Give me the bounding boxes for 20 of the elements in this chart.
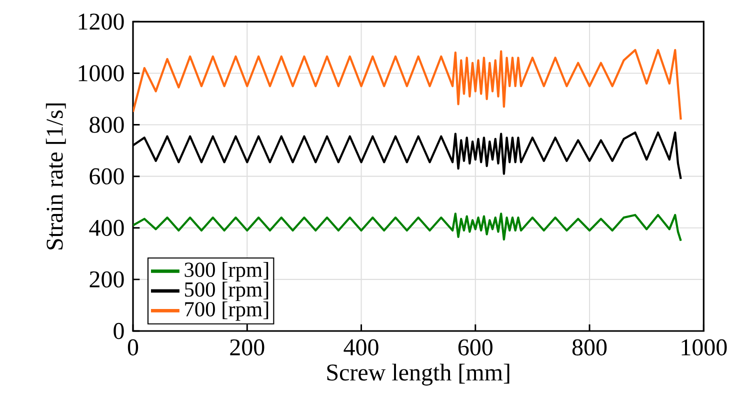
x-tick-label: 400: [344, 339, 378, 356]
x-tick-label: 800: [572, 339, 607, 356]
x-axis-title: Screw length [mm]: [327, 364, 510, 386]
y-tick-label: 0: [114, 322, 124, 340]
y-tick-label: 1200: [78, 14, 124, 30]
x-tick-label: 1000: [682, 339, 727, 356]
legend-label: 500 [rpm]: [185, 282, 268, 302]
x-tick-label: 0: [128, 339, 138, 356]
y-axis-title: Strain rate [1/s]: [46, 103, 66, 250]
x-tick-label: 600: [458, 339, 492, 356]
legend-label: 300 [rpm]: [184, 262, 268, 282]
line-series: [133, 48, 682, 121]
legend-label: 700 [rpm]: [185, 301, 268, 321]
x-tick-label: 200: [230, 339, 264, 356]
y-tick-label: 600: [90, 168, 124, 184]
line-series: [133, 212, 682, 242]
y-tick-label: 200: [90, 271, 124, 288]
y-tick-label: 1000: [78, 65, 124, 82]
y-tick-label: 800: [90, 116, 124, 133]
y-tick-label: 400: [89, 220, 124, 236]
